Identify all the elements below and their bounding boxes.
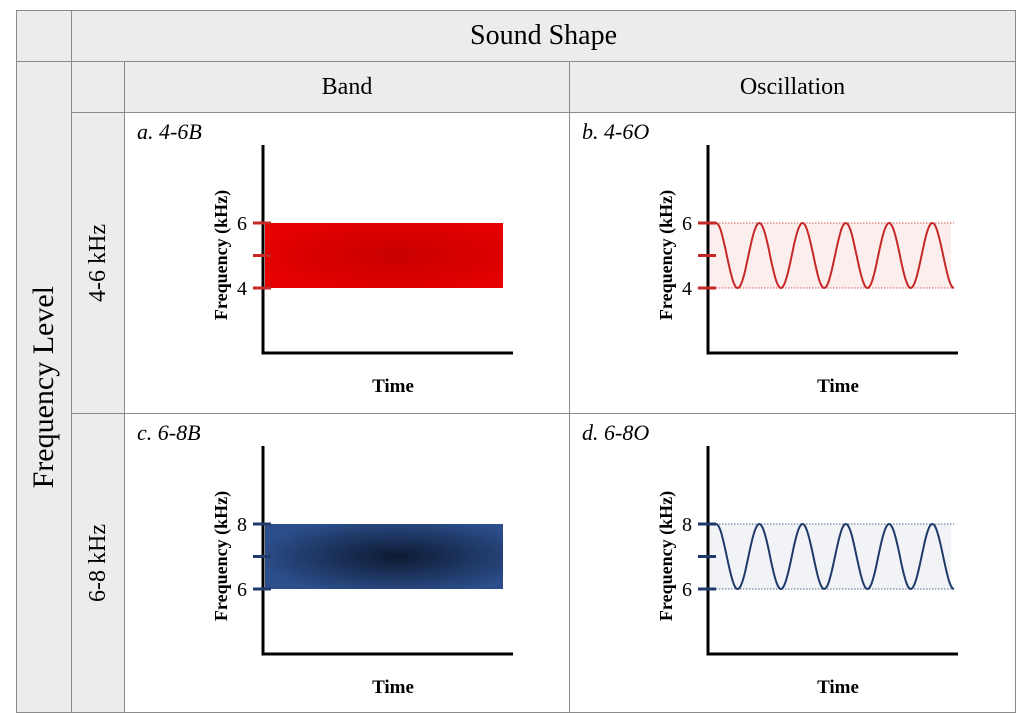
panel-d: d. 6-8O 8 6 Frequency (kHz) Time xyxy=(569,413,1016,713)
figure-title: Sound Shape xyxy=(470,20,617,51)
frequency-band xyxy=(265,524,503,589)
row-header-4-6: 4-6 kHz xyxy=(71,112,125,414)
tick-label-high: 6 xyxy=(237,213,247,235)
corner-cell xyxy=(16,10,72,62)
band-header: Band xyxy=(321,73,373,100)
row-label-4-6: 4-6 kHz xyxy=(84,224,111,302)
frequency-level-cell: Frequency Level xyxy=(16,61,72,713)
y-axis-label: Frequency (kHz) xyxy=(211,190,232,320)
oscillation-curve xyxy=(710,221,955,290)
column-header-band: Band xyxy=(124,61,570,113)
x-axis-label: Time xyxy=(372,677,414,698)
y-axis-label: Frequency (kHz) xyxy=(211,491,232,621)
panel-label: d. 6-8O xyxy=(582,420,650,445)
tick-label-low: 4 xyxy=(237,278,247,300)
y-axis-label: Frequency (kHz) xyxy=(656,491,677,621)
panel-label: b. 4-6O xyxy=(582,119,650,144)
title-cell: Sound Shape xyxy=(71,10,1016,62)
tick-label-low: 6 xyxy=(682,579,692,601)
row-header-6-8: 6-8 kHz xyxy=(71,413,125,713)
y-axis-label: Frequency (kHz) xyxy=(656,190,677,320)
panel-label: c. 6-8B xyxy=(137,420,201,445)
panel-c: c. 6-8B 8 6 Frequency (kHz) Time xyxy=(124,413,570,713)
frequency-level-label: Frequency Level xyxy=(27,285,60,489)
column-header-oscillation: Oscillation xyxy=(569,61,1016,113)
frequency-band xyxy=(265,223,503,288)
panel-b: b. 4-6O 6 4 Frequency (kHz) Time xyxy=(569,112,1016,414)
x-axis-label: Time xyxy=(817,376,859,397)
tick-label-high: 8 xyxy=(682,514,692,536)
x-axis-label: Time xyxy=(372,376,414,397)
panel-a: a. 4-6B 6 4 Frequency (kHz) Time xyxy=(124,112,570,414)
tick-label-low: 6 xyxy=(237,579,247,601)
subcorner-cell xyxy=(71,61,125,113)
row-label-6-8: 6-8 kHz xyxy=(84,524,111,602)
oscillation-curve xyxy=(710,522,955,591)
tick-label-low: 4 xyxy=(682,278,692,300)
tick-label-high: 6 xyxy=(682,213,692,235)
tick-label-high: 8 xyxy=(237,514,247,536)
oscillation-header: Oscillation xyxy=(739,73,846,100)
x-axis-label: Time xyxy=(817,677,859,698)
panel-label: a. 4-6B xyxy=(137,119,202,144)
